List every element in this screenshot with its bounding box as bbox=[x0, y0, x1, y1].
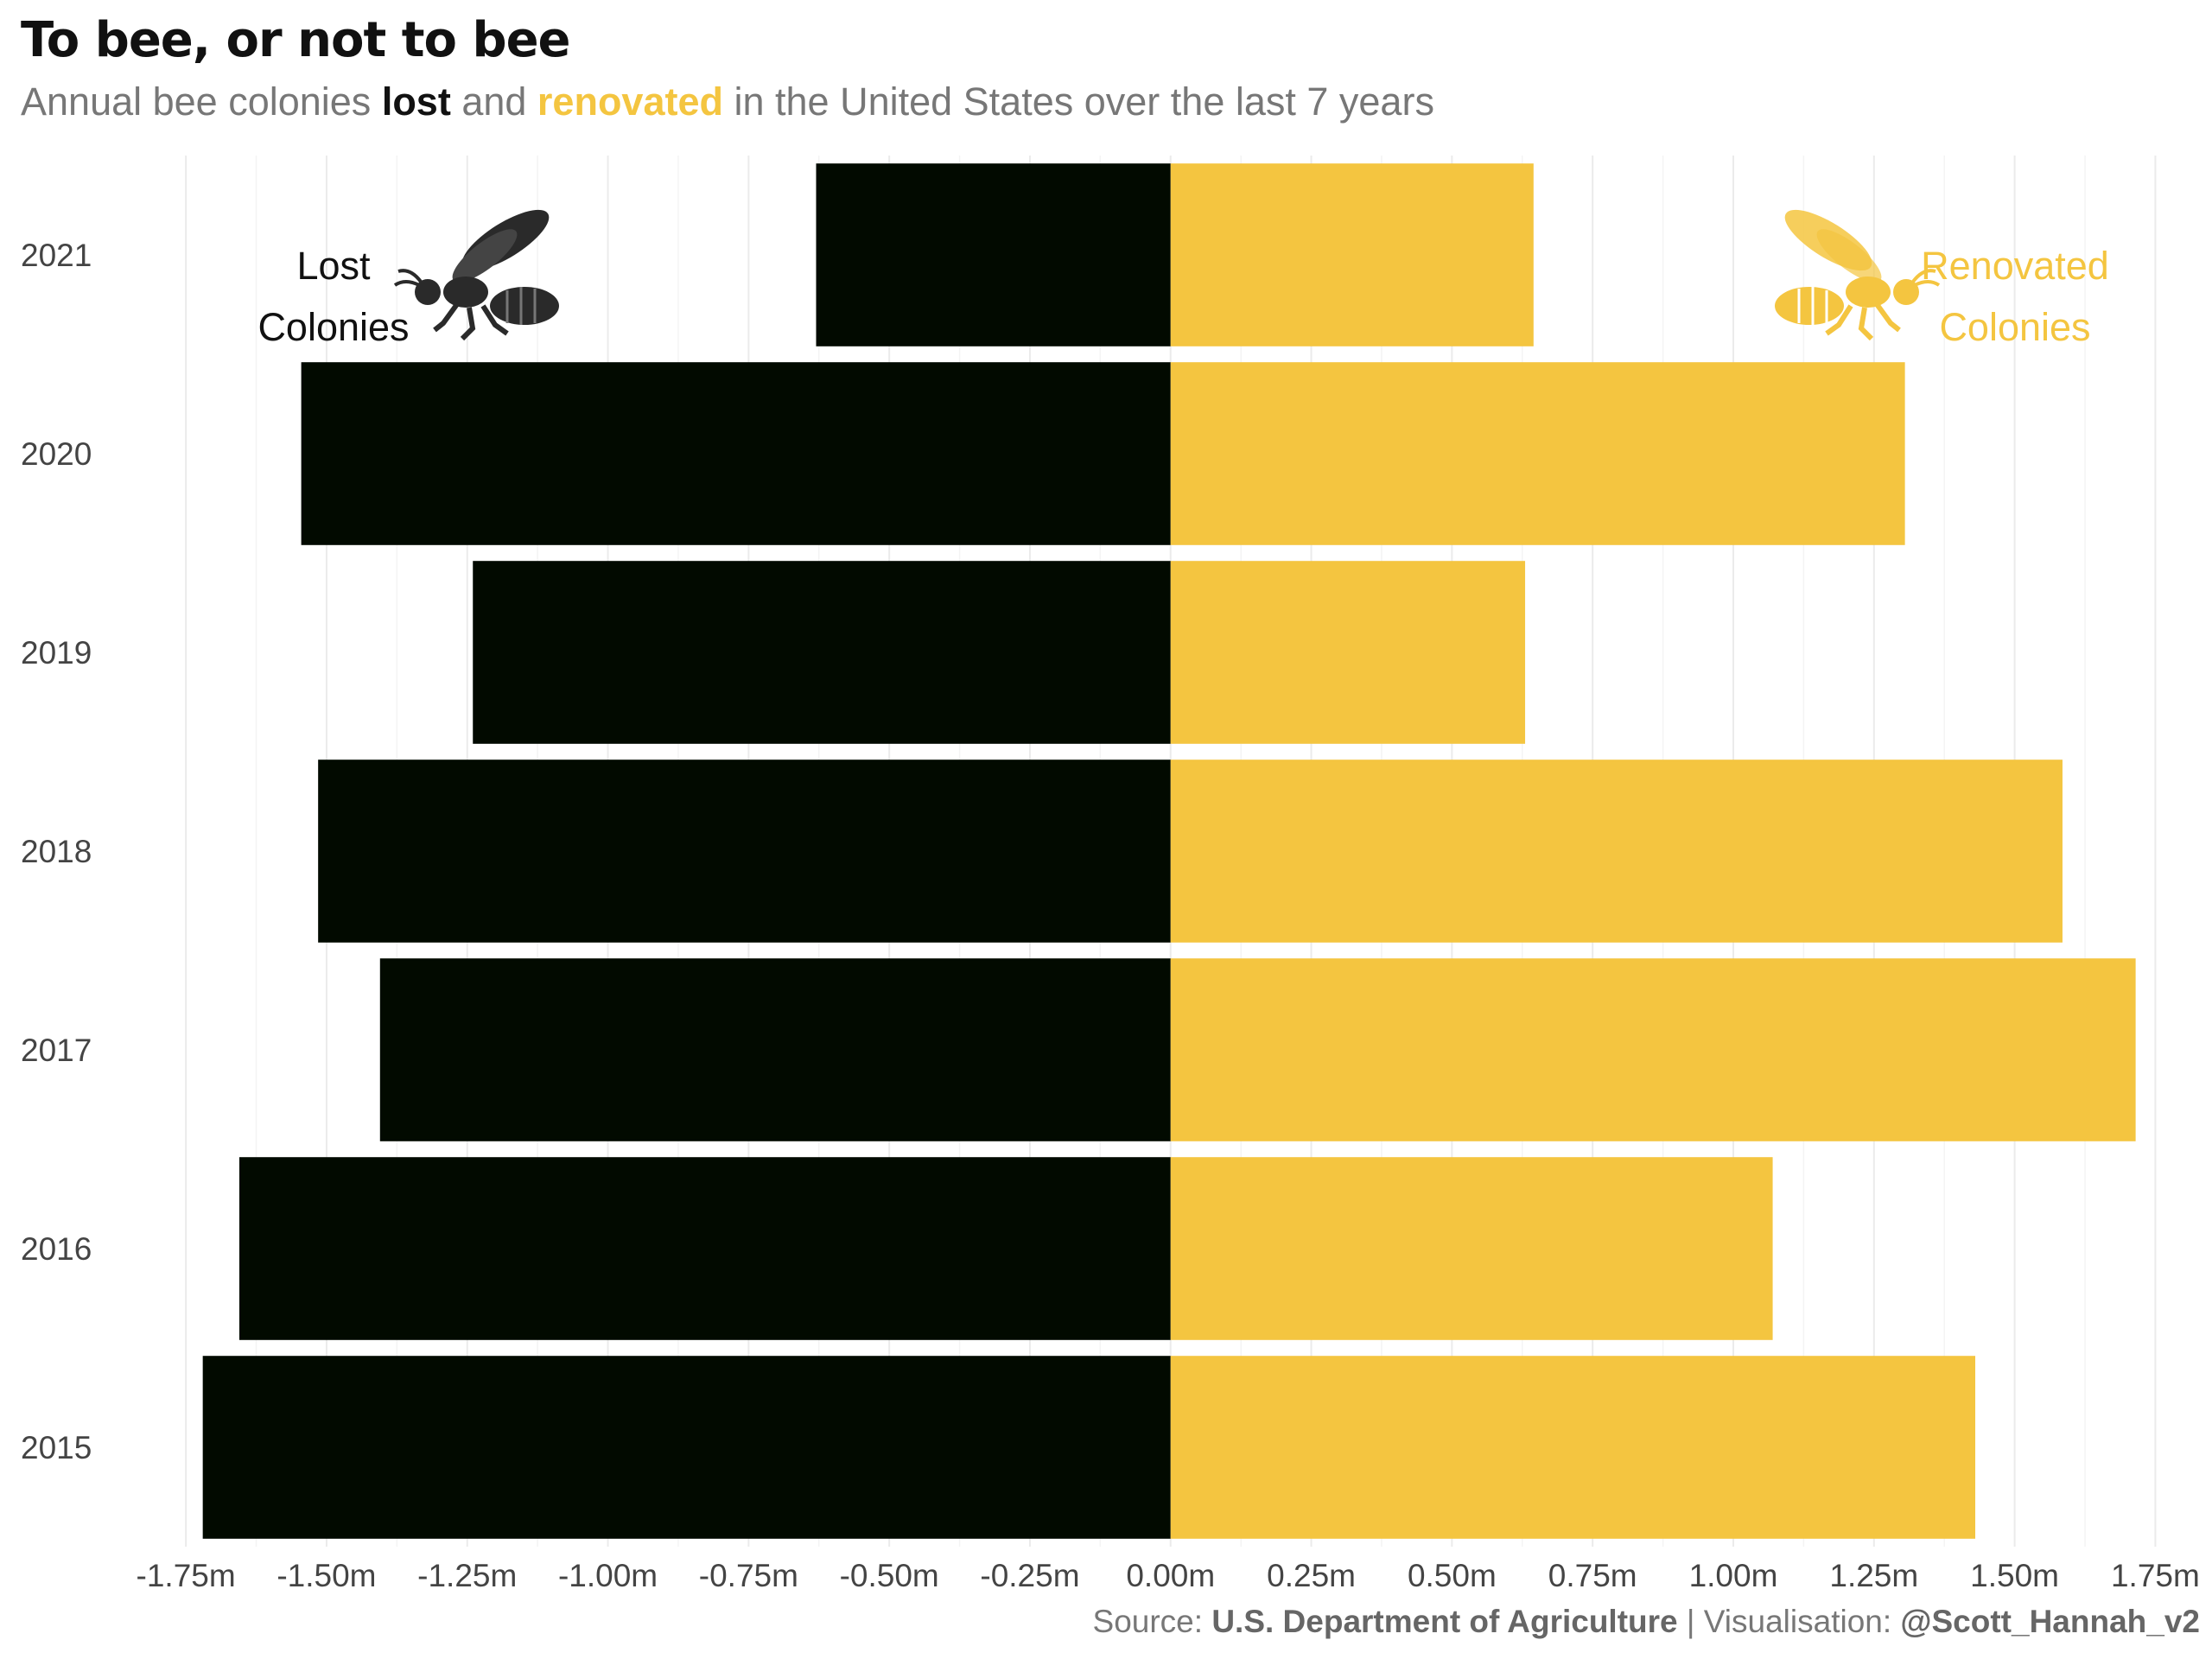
subtitle-lost: lost bbox=[381, 79, 451, 124]
bar-renovated-2021 bbox=[1170, 163, 1534, 346]
x-tick-label: -1.25m bbox=[417, 1558, 517, 1593]
subtitle-and: and bbox=[450, 79, 537, 124]
caption-source: U.S. Department of Agriculture bbox=[1211, 1604, 1678, 1639]
y-tick-label: 2019 bbox=[21, 635, 92, 671]
x-tick-label: 1.25m bbox=[1829, 1558, 1918, 1593]
x-tick-label: 1.50m bbox=[1970, 1558, 2059, 1593]
x-tick-label: 0.25m bbox=[1267, 1558, 1356, 1593]
chart-title: To bee, or not to bee bbox=[21, 12, 571, 68]
x-tick-label: -0.25m bbox=[980, 1558, 1079, 1593]
chart-caption: Source: U.S. Department of Agriculture |… bbox=[1093, 1604, 2200, 1640]
bar-lost-2020 bbox=[301, 362, 1171, 545]
x-tick-label: 1.75m bbox=[2111, 1558, 2200, 1593]
x-tick-label: 1.00m bbox=[1689, 1558, 1778, 1593]
bar-lost-2019 bbox=[473, 561, 1171, 744]
bar-lost-2017 bbox=[379, 958, 1171, 1141]
bar-lost-2021 bbox=[816, 163, 1171, 346]
x-tick-label: -1.00m bbox=[558, 1558, 658, 1593]
x-tick-label: 0.75m bbox=[1548, 1558, 1637, 1593]
caption-source-label: Source: bbox=[1092, 1604, 1212, 1639]
x-tick-label: -0.75m bbox=[699, 1558, 798, 1593]
renovated-legend-line2: Colonies bbox=[1939, 305, 2090, 349]
bar-renovated-2016 bbox=[1170, 1157, 1773, 1340]
x-tick-label: -1.75m bbox=[137, 1558, 236, 1593]
subtitle-suffix: in the United States over the last 7 yea… bbox=[723, 79, 1434, 124]
bar-renovated-2018 bbox=[1170, 760, 2063, 943]
x-tick-label: 0.50m bbox=[1408, 1558, 1497, 1593]
x-tick-label: -1.50m bbox=[276, 1558, 376, 1593]
y-tick-label: 2015 bbox=[21, 1430, 92, 1465]
chart-subtitle: Annual bee colonies lost and renovated i… bbox=[21, 79, 1434, 124]
bar-renovated-2019 bbox=[1170, 561, 1526, 744]
bar-renovated-2017 bbox=[1170, 958, 2136, 1141]
lost-legend-line1: Lost bbox=[296, 244, 371, 288]
bar-lost-2015 bbox=[202, 1356, 1171, 1539]
y-axis-labels: 2015 2016 2017 2018 2019 2020 2021 bbox=[21, 238, 92, 1465]
y-tick-label: 2018 bbox=[21, 834, 92, 869]
bar-lost-2016 bbox=[238, 1157, 1171, 1340]
subtitle-renovated: renovated bbox=[537, 79, 723, 124]
subtitle-prefix: Annual bee colonies bbox=[21, 79, 382, 124]
bar-renovated-2015 bbox=[1170, 1356, 1976, 1539]
bars bbox=[202, 163, 2136, 1539]
bee-icon bbox=[1775, 209, 1941, 341]
caption-author: @Scott_Hannah_v2 bbox=[1900, 1604, 2200, 1639]
bar-lost-2018 bbox=[318, 760, 1171, 943]
y-tick-label: 2016 bbox=[21, 1231, 92, 1267]
y-tick-label: 2021 bbox=[21, 238, 92, 273]
bar-renovated-2020 bbox=[1170, 362, 1905, 545]
y-tick-label: 2017 bbox=[21, 1033, 92, 1068]
x-axis-labels: -1.75m -1.50m -1.25m -1.00m -0.75m -0.50m -0.2… bbox=[137, 1558, 2200, 1593]
y-tick-label: 2020 bbox=[21, 436, 92, 472]
x-tick-label: 0.00m bbox=[1126, 1558, 1215, 1593]
caption-separator: | Visualisation: bbox=[1677, 1604, 1901, 1639]
bee-icon bbox=[393, 209, 559, 341]
renovated-legend-line1: Renovated bbox=[1921, 244, 2109, 288]
x-tick-label: -0.50m bbox=[840, 1558, 939, 1593]
lost-legend-line2: Colonies bbox=[257, 305, 409, 349]
